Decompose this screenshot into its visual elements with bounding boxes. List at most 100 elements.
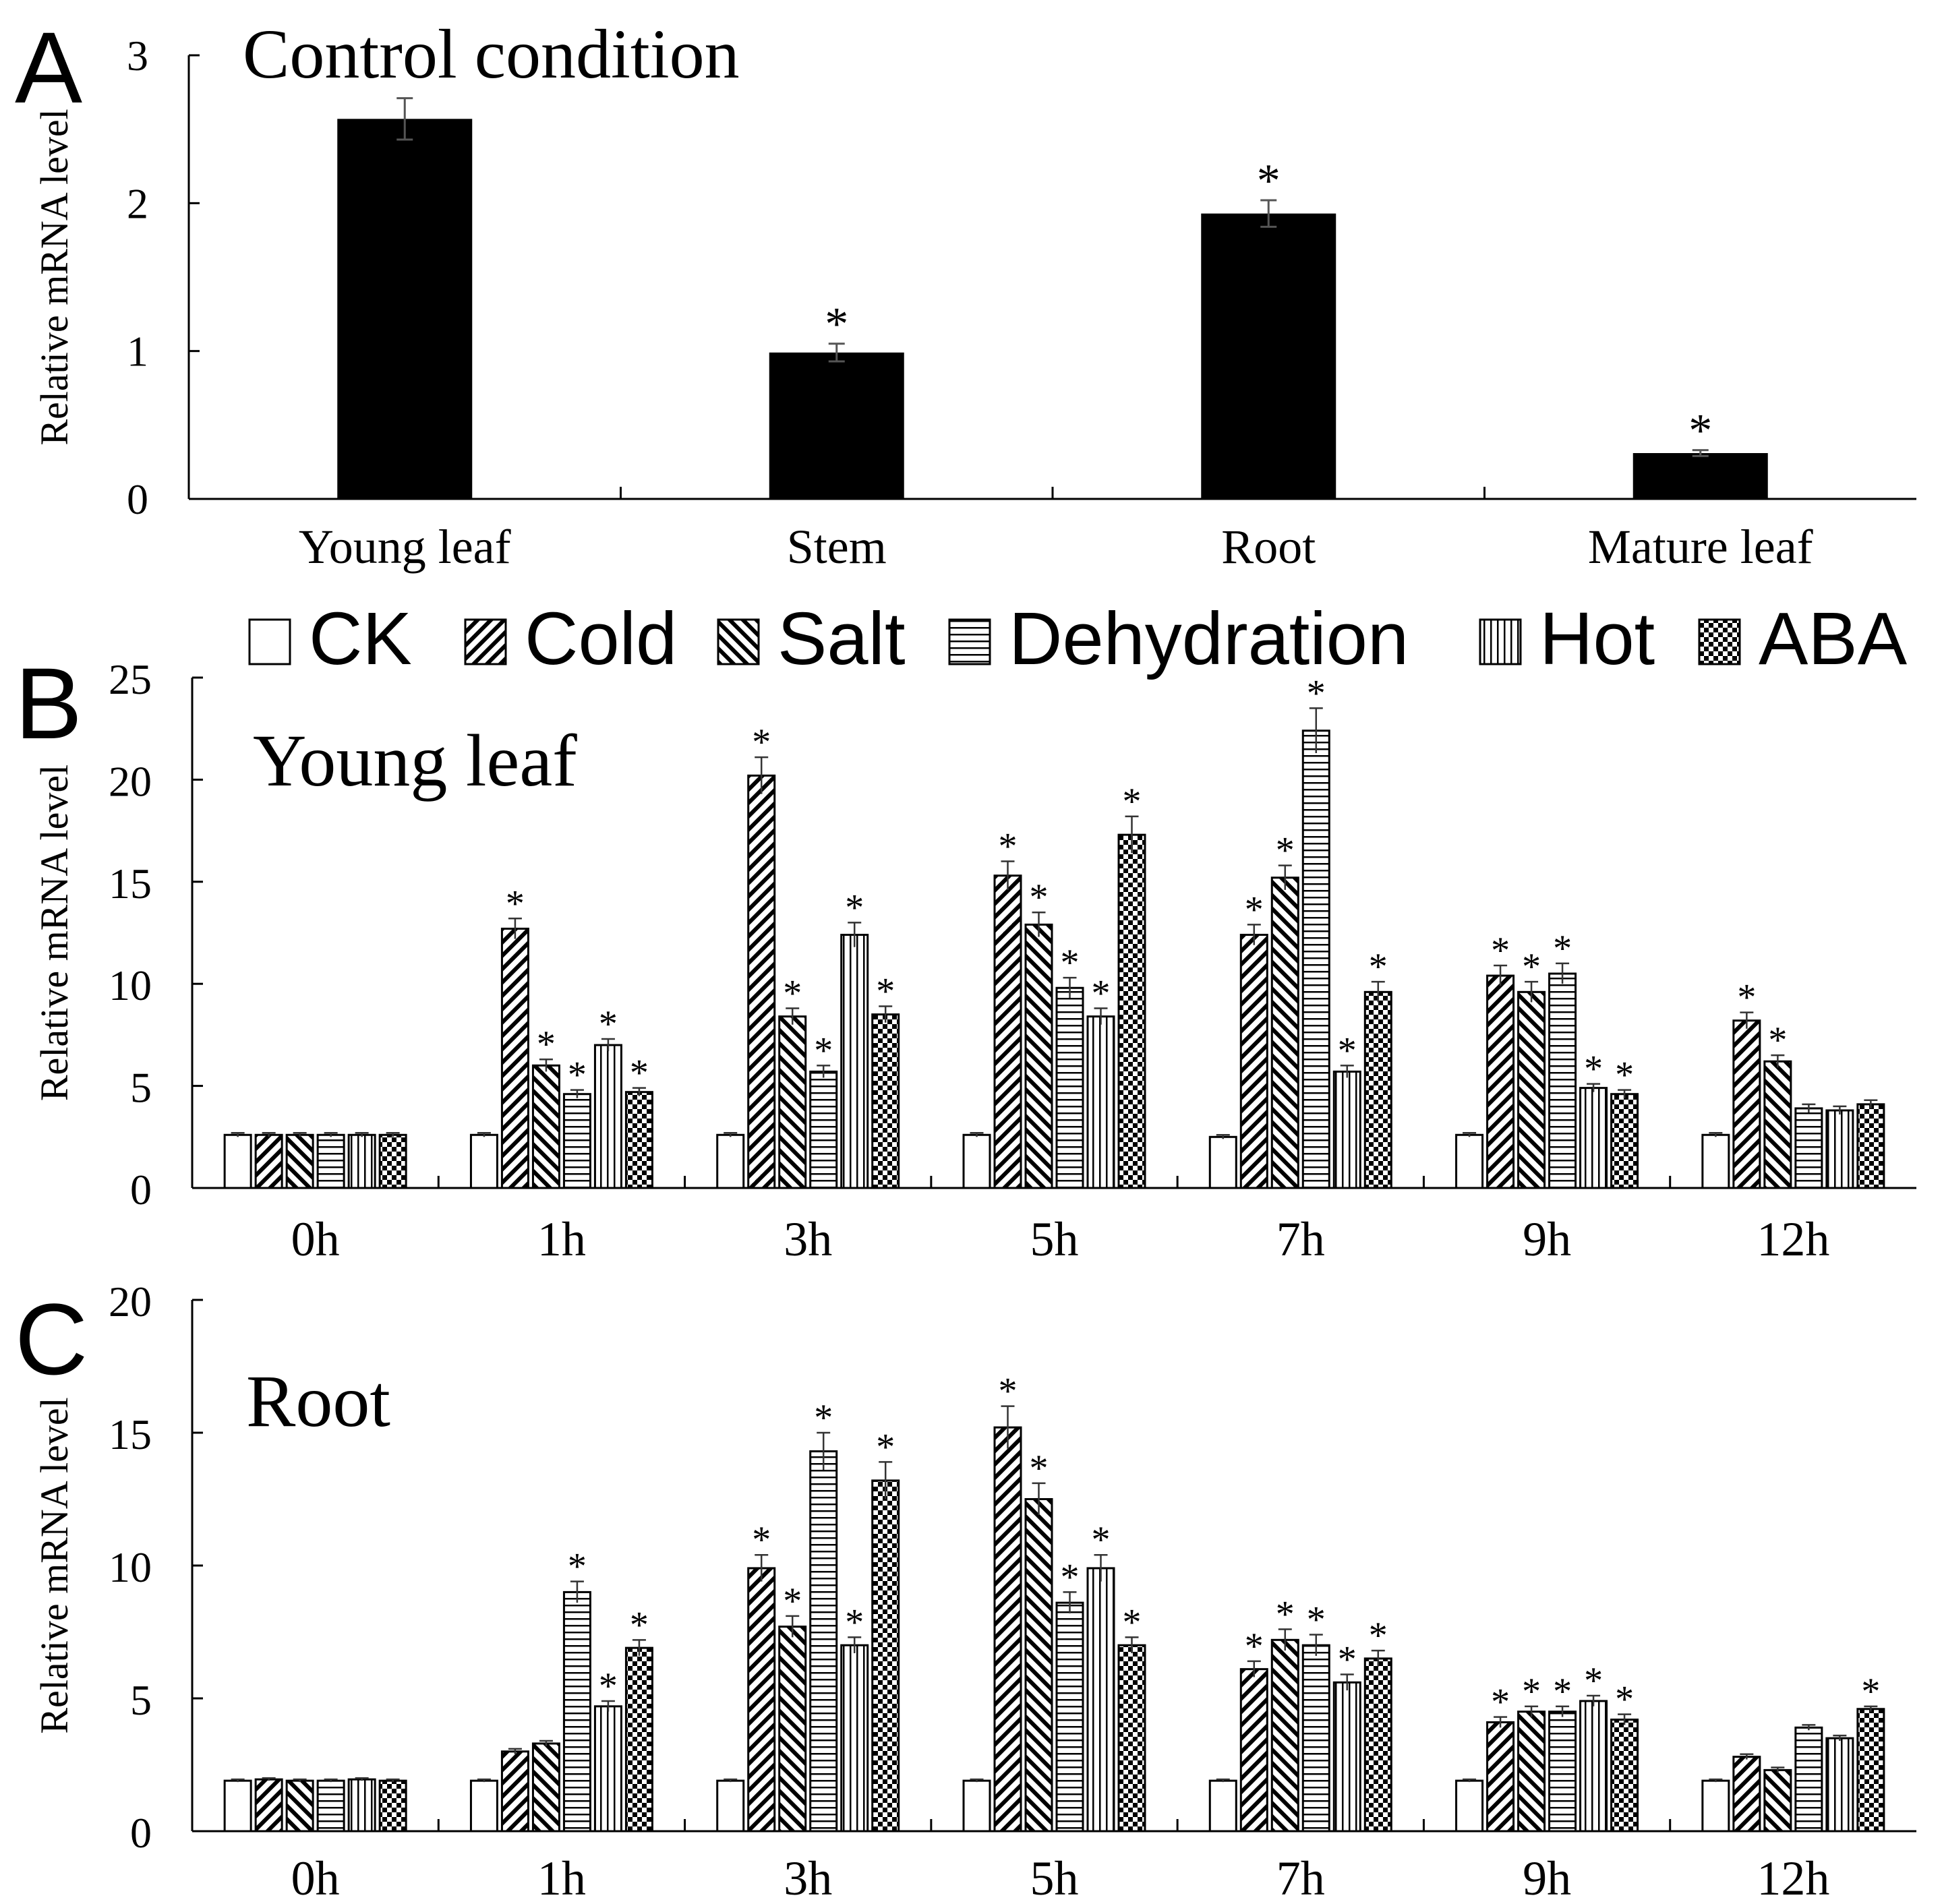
panel-title: Root [246,1360,390,1442]
legend-swatch-dehydration [948,618,991,665]
x-category-label: 9h [1523,1212,1571,1266]
bar-aba-0h [378,1779,407,1833]
significance-marker: * [876,1426,895,1468]
bar-dehydration-3h [809,1450,838,1833]
bar-hot-0h [347,1133,376,1189]
bar-cold-5h [993,874,1022,1189]
legend-label-aba: ABA [1759,597,1908,680]
y-tick-label: 25 [109,655,152,703]
bar-ck-3h [716,1133,745,1189]
significance-marker: * [814,1030,833,1071]
y-tick-label: 20 [109,1278,152,1326]
y-tick-label: 5 [130,1676,152,1724]
significance-marker: * [1522,946,1541,988]
bar-aba-7h [1363,990,1392,1189]
y-tick-label: 0 [127,475,148,523]
y-tick-label: 2 [127,179,148,227]
significance-marker: * [1491,930,1510,972]
bar-hot-1h [593,1044,622,1189]
significance-marker: * [1092,1519,1111,1561]
y-tick-label: 10 [109,961,152,1009]
significance-marker: * [1491,1682,1510,1723]
significance-marker: * [1307,1599,1326,1640]
legend-label-cold: Cold [525,597,677,680]
bar-stem [769,352,904,499]
significance-marker: * [1584,1660,1603,1702]
bar-hot-12h [1825,1109,1854,1189]
panel-label-b: B [15,647,82,760]
significance-marker: * [783,1580,802,1622]
panel-a: 0 1 2 3 Young leaf * Stem * Root * Mature leaf Rela… [15,11,1916,574]
significance-marker: * [1307,672,1326,714]
bar-salt-12h [1763,1768,1792,1833]
bar-dehydration-7h [1301,730,1330,1189]
significance-marker: * [599,1665,618,1707]
bar-cold-7h [1239,1668,1268,1833]
x-category-label: 7h [1276,1212,1325,1266]
bar-cold-0h [254,1778,283,1833]
bar-aba-1h [624,1646,653,1833]
significance-marker: * [1061,942,1080,984]
bar-salt-7h [1270,876,1299,1189]
bar-ck-1h [469,1133,498,1189]
y-tick-label: 0 [130,1809,152,1857]
significance-marker: * [1030,1448,1049,1489]
significance-marker: * [845,1601,864,1643]
significance-marker: * [1688,405,1712,457]
bar-hot-1h [593,1705,622,1833]
bar-dehydration-9h [1548,972,1577,1189]
significance-marker: * [1737,977,1756,1019]
bar-hot-3h [840,1644,869,1833]
significance-marker: * [1338,1030,1357,1071]
y-axis-label: Relative mRNA level [32,109,76,445]
y-axis-label: Relative mRNA level [32,765,76,1101]
significance-marker: * [1123,1601,1142,1643]
x-category-label: 1h [537,1212,586,1266]
bar-cold-12h [1732,1756,1761,1833]
bar-dehydration-0h [316,1133,345,1189]
panel-label-a: A [15,11,82,124]
x-category-label: 9h [1523,1851,1571,1904]
x-category-label: 12h [1757,1851,1829,1904]
bar-salt-3h [778,1015,807,1189]
significance-marker: * [752,721,771,763]
bar-aba-5h [1117,1644,1146,1833]
bar-aba-12h [1856,1708,1885,1833]
y-tick-label: 15 [109,860,152,908]
bar-cold-12h [1732,1019,1761,1189]
y-tick-label: 20 [109,757,152,805]
significance-marker: * [1338,1639,1357,1681]
legend-swatch-cold [464,618,507,665]
bar-salt-0h [285,1779,314,1833]
legend-label-ck: CK [309,597,412,680]
legend-swatch-ck [248,618,291,665]
panel-b: 0 5 10 15 20 25 0h * * * * * 1h * * * * * 3h * * * * * 5h * * * * * 7h… [15,647,1916,1266]
bar-dehydration-12h [1794,1107,1823,1189]
significance-marker: * [825,299,848,351]
y-tick-label: 10 [109,1543,152,1591]
legend: CK Cold Salt Dehydration Hot ABA [248,597,1908,680]
bar-hot-9h [1579,1700,1608,1833]
x-category-label: Stem [787,520,887,574]
bar-ck-9h [1455,1133,1484,1189]
bar-root [1201,213,1336,499]
significance-marker: * [1768,1019,1787,1061]
x-category-label: Young leaf [299,520,511,574]
bar-dehydration-7h [1301,1644,1330,1833]
bar-cold-1h [500,927,529,1189]
significance-marker: * [1123,781,1142,823]
bar-cold-9h [1486,1721,1515,1833]
bar-hot-5h [1086,1015,1115,1189]
x-category-label: Mature leaf [1588,520,1813,574]
bar-young-leaf [337,119,473,499]
bar-aba-7h [1363,1657,1392,1833]
bar-mature-leaf [1632,453,1768,499]
significance-marker: * [506,883,525,924]
bar-ck-7h [1208,1135,1237,1189]
significance-marker: * [630,1052,649,1094]
significance-marker: * [999,1371,1018,1412]
significance-marker: * [568,1054,587,1096]
bar-cold-3h [747,1567,776,1833]
bar-dehydration-1h [562,1093,591,1189]
bar-cold-7h [1239,934,1268,1189]
